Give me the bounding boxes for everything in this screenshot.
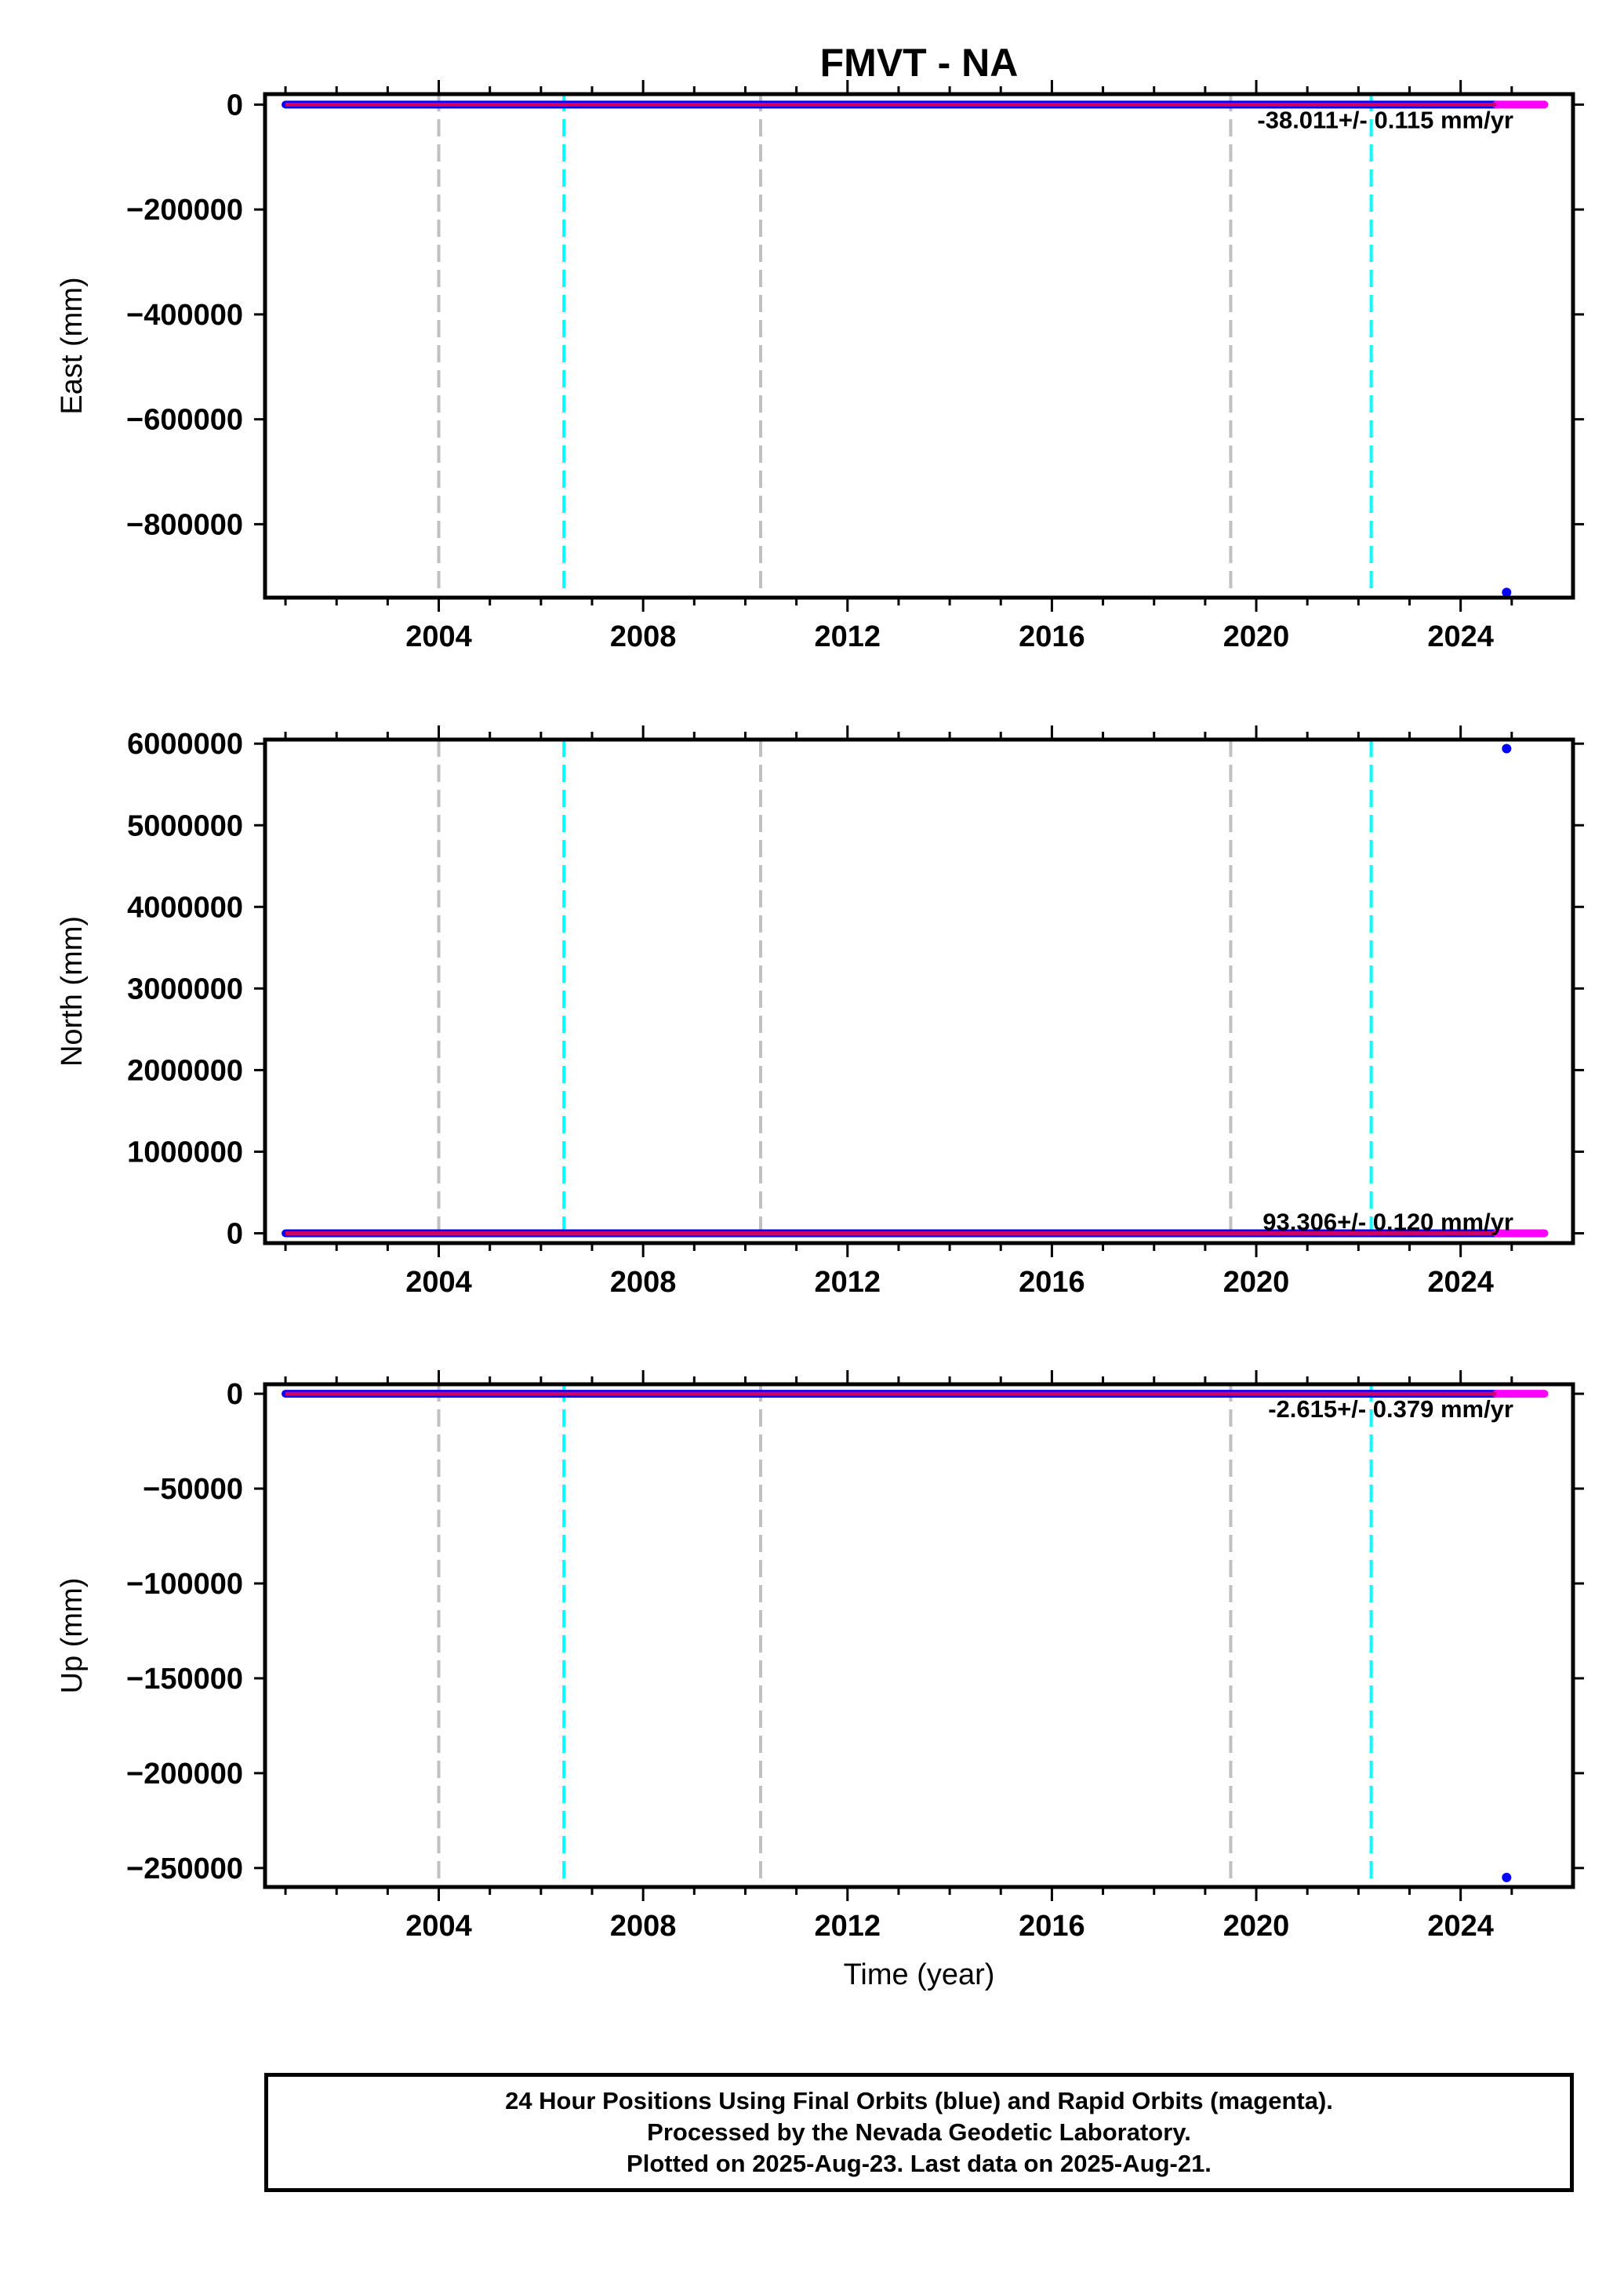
up-ytick-label: −50000 xyxy=(143,1473,243,1506)
north-ylabel: North (mm) xyxy=(56,916,89,1067)
footer-line-1: 24 Hour Positions Using Final Orbits (bl… xyxy=(505,2087,1333,2114)
east-ytick-label: −800000 xyxy=(126,508,243,541)
north-ytick-label: 5000000 xyxy=(127,809,243,842)
up-ylabel: Up (mm) xyxy=(56,1578,89,1694)
north-xtick-label: 2024 xyxy=(1427,1266,1494,1299)
east-ytick-label: −400000 xyxy=(126,299,243,332)
up-xlabel: Time (year) xyxy=(844,1958,995,1991)
east-xtick-label: 2008 xyxy=(610,620,677,653)
east-rate-annotation: -38.011+/- 0.115 mm/yr xyxy=(1257,106,1513,133)
north-rate-annotation: 93.306+/- 0.120 mm/yr xyxy=(1263,1209,1513,1236)
east-xtick-label: 2024 xyxy=(1427,620,1494,653)
north-outlier-point-0 xyxy=(1502,744,1512,754)
up-ytick-label: −100000 xyxy=(126,1568,243,1601)
north-xtick-label: 2016 xyxy=(1019,1266,1085,1299)
east-frame xyxy=(263,92,1575,600)
east-xtick-label: 2016 xyxy=(1019,620,1085,653)
chart-title: FMVT - NA xyxy=(820,41,1019,85)
east-xtick-label: 2004 xyxy=(405,620,472,653)
north-xtick-label: 2004 xyxy=(405,1266,472,1299)
up-xtick-label: 2020 xyxy=(1223,1910,1290,1943)
north-xtick-label: 2020 xyxy=(1223,1266,1290,1299)
up-xtick-label: 2016 xyxy=(1019,1910,1085,1943)
east-xtick-label: 2012 xyxy=(815,620,881,653)
up-ytick-label: −250000 xyxy=(126,1852,243,1885)
east-xtick-label: 2020 xyxy=(1223,620,1290,653)
up-xtick-label: 2008 xyxy=(610,1910,677,1943)
up-rate-annotation: -2.615+/- 0.379 mm/yr xyxy=(1268,1395,1513,1423)
up-xtick-label: 2012 xyxy=(815,1910,881,1943)
up-ytick-label: 0 xyxy=(227,1378,243,1411)
up-frame xyxy=(263,1382,1575,1889)
east-ytick-label: −200000 xyxy=(126,194,243,227)
north-ytick-label: 4000000 xyxy=(127,891,243,924)
east-ytick-label: 0 xyxy=(227,89,243,122)
up-ytick-label: −150000 xyxy=(126,1663,243,1696)
east-outlier-point-0 xyxy=(1502,587,1512,598)
east-ytick-label: −600000 xyxy=(126,404,243,437)
up-panel: 0 −50000 −100000 −150000 −200000 −250000 2004 2… xyxy=(56,1370,1584,1991)
north-xtick-label: 2008 xyxy=(610,1266,677,1299)
north-ytick-label: 1000000 xyxy=(127,1136,243,1169)
footer-line-3: Plotted on 2025-Aug-23. Last data on 202… xyxy=(627,2150,1212,2177)
footer-line-2: Processed by the Nevada Geodetic Laborat… xyxy=(647,2118,1191,2146)
north-ytick-label: 2000000 xyxy=(127,1054,243,1087)
north-ytick-label: 0 xyxy=(227,1218,243,1251)
north-ytick-label: 3000000 xyxy=(127,973,243,1005)
up-xtick-label: 2024 xyxy=(1427,1910,1494,1943)
north-panel: 0 1000000 2000000 3000000 4000000 5000000 6000… xyxy=(56,725,1584,1299)
up-xtick-label: 2004 xyxy=(405,1910,472,1943)
timeseries-chart: FMVT - NA 0 −200000 −400000 −600000 −800000 2… xyxy=(56,41,1584,1991)
north-xtick-label: 2012 xyxy=(815,1266,881,1299)
east-ylabel: East (mm) xyxy=(56,277,89,414)
north-ytick-label: 6000000 xyxy=(127,728,243,761)
east-panel: 0 −200000 −400000 −600000 −800000 2004 2008 201… xyxy=(56,80,1584,653)
up-outlier-point-0 xyxy=(1502,1872,1512,1882)
north-frame xyxy=(263,737,1575,1245)
up-ytick-label: −200000 xyxy=(126,1758,243,1791)
footer-note: 24 Hour Positions Using Final Orbits (bl… xyxy=(264,2073,1574,2192)
